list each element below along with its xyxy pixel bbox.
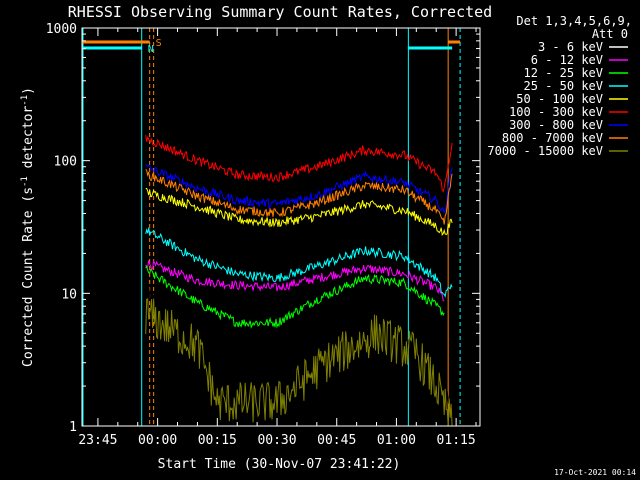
y-tick-label-1: 10 [61, 287, 77, 302]
series-line-3 [145, 265, 445, 329]
y-axis-label: Corrected Count Rate (s-1 detector-1) [20, 87, 36, 367]
legend-label-6: 100 - 300 keV [509, 105, 603, 119]
x-tick-label-5: 01:00 [377, 433, 416, 448]
legend-label-5: 50 - 100 keV [516, 92, 603, 106]
legend-label-2: 6 - 12 keV [531, 53, 603, 67]
y-tick-label-2: 100 [54, 155, 77, 170]
flag-label-S: S [156, 38, 162, 49]
x-tick-label-0: 23:45 [78, 433, 117, 448]
series-layer [145, 135, 453, 427]
legend-label-9: 7000 - 15000 keV [487, 144, 603, 158]
series-line-8 [145, 168, 453, 225]
y-axis-label-sup1: -1 [20, 176, 30, 187]
series-line-7 [145, 163, 453, 214]
series-line-6 [145, 135, 453, 193]
plot-area: SN [82, 28, 461, 426]
x-tick-label-3: 00:30 [257, 433, 296, 448]
y-axis-label-sup2: -1 [20, 95, 30, 106]
footer-timestamp: 17-Oct-2021 00:14 [554, 468, 636, 477]
plot-frame [81, 27, 481, 427]
x-tick-label-6: 01:15 [437, 433, 476, 448]
y-tick-label-3: 1000 [46, 22, 77, 37]
x-tick-label-2: 00:15 [198, 433, 237, 448]
axes: 1 10 100 1000 23:45 00:00 00:15 00:30 00:45 01:00… [46, 22, 481, 448]
legend-label-1: 3 - 6 keV [538, 40, 603, 54]
legend-label-7: 300 - 800 keV [509, 118, 603, 132]
legend-label-3: 12 - 25 keV [524, 66, 603, 80]
flag-label-N: N [148, 44, 154, 55]
x-tick-label-1: 00:00 [138, 433, 177, 448]
y-axis-label-part3: ) [21, 87, 36, 95]
series-line-5 [145, 187, 453, 236]
legend-label-8: 800 - 7000 keV [502, 131, 603, 145]
legend-label-4: 25 - 50 keV [524, 79, 603, 93]
x-axis-label: Start Time (30-Nov-07 23:41:22) [158, 457, 401, 472]
series-line-4 [145, 227, 453, 299]
series-line-2 [145, 259, 445, 302]
chart-title: RHESSI Observing Summary Count Rates, Co… [68, 3, 492, 21]
legend-header-1: Det 1,3,4,5,6,9, [516, 14, 632, 28]
legend-header-2: Att 0 [592, 27, 628, 41]
series-line-9 [145, 298, 453, 427]
y-axis-label-part2: detector [21, 106, 36, 177]
y-tick-label-0: 1 [69, 420, 77, 435]
x-tick-label-4: 00:45 [317, 433, 356, 448]
y-axis-label-part1: Corrected Count Rate (s [21, 187, 36, 367]
